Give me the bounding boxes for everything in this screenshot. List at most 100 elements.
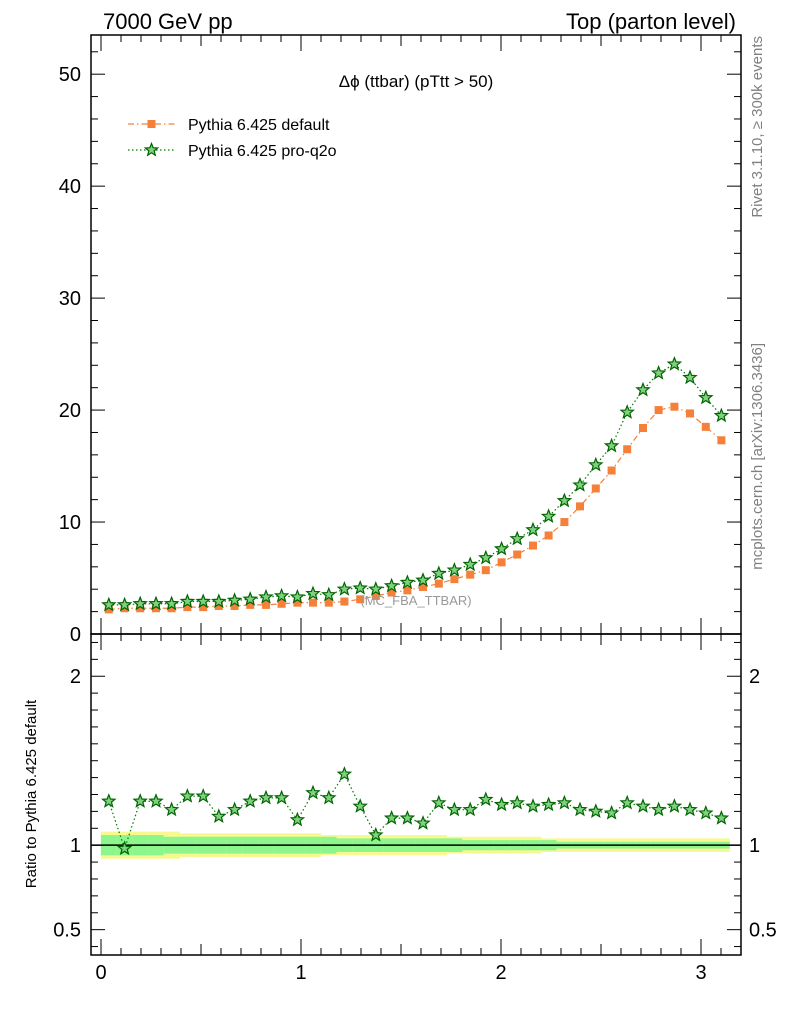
header-right: Top (parton level) [566,9,736,34]
y-tick-label: 20 [59,400,81,422]
ratio-point-pro-q2o [478,791,494,807]
data-point-default [686,409,694,418]
main-plot-marks [101,356,730,614]
data-point-default [199,603,208,612]
data-point-pro-q2o [666,356,683,371]
data-point-default [356,595,365,604]
data-point-default [544,531,553,540]
y-tick-label: 50 [59,64,81,86]
data-point-default [324,598,333,607]
rivet-label: Rivet 3.1.10, ≥ 300k events [749,36,766,218]
data-point-default [293,598,302,607]
legend: Pythia 6.425 default Pythia 6.425 pro-q2… [128,117,337,160]
legend-label-default: Pythia 6.425 default [188,117,330,134]
legend-marker-default [147,120,156,128]
data-point-pro-q2o [352,579,368,595]
legend-entry-default: Pythia 6.425 default [128,117,330,134]
ratio-point-pro-q2o [211,808,227,824]
ratio-point-pro-q2o [148,793,164,808]
data-point-pro-q2o [572,476,588,492]
data-point-pro-q2o [525,521,541,537]
ratio-point-pro-q2o [368,826,384,842]
data-point-default [152,604,160,613]
data-point-default [262,600,270,609]
data-point-pro-q2o [556,492,573,508]
data-point-pro-q2o [148,595,164,611]
data-point-pro-q2o [273,587,290,603]
ratio-line-pro-q2o [108,773,722,851]
data-point-pro-q2o [132,595,148,611]
ratio-point-pro-q2o [242,793,258,808]
ratio-point-pro-q2o [226,801,243,817]
data-point-pro-q2o [211,593,227,609]
ratio-point-pro-q2o [713,809,730,825]
ratio-point-pro-q2o [383,809,400,825]
data-point-default [403,586,412,595]
data-point-default [340,597,349,606]
ratio-point-pro-q2o [666,798,683,813]
x-tick-label: 1 [295,962,306,984]
series-line-pro-q2o [108,363,722,606]
ratio-point-pro-q2o [446,801,463,817]
data-point-default [717,436,726,445]
ratio-point-pro-q2o [509,794,525,810]
ratio-point-pro-q2o [258,789,274,805]
data-point-pro-q2o [179,593,196,609]
data-point-default [576,502,584,511]
data-point-pro-q2o [116,596,133,612]
data-point-default [654,406,663,415]
data-point-default [670,402,679,411]
data-point-default [513,550,522,559]
main-x-ticks [100,35,742,634]
ratio-point-pro-q2o [415,815,431,830]
data-point-default [560,518,569,527]
y-tick-label: 30 [59,288,81,310]
data-point-default [497,558,506,567]
data-point-pro-q2o [446,562,463,577]
data-point-pro-q2o [258,588,274,604]
data-point-default [214,602,223,611]
data-point-default [466,570,475,579]
ratio-point-pro-q2o [116,840,133,856]
data-point-pro-q2o [289,588,306,604]
data-point-pro-q2o [650,364,667,380]
ratio-point-pro-q2o [540,796,557,812]
ratio-point-pro-q2o [698,804,714,820]
ratio-point-pro-q2o [572,801,588,817]
data-point-pro-q2o [698,389,714,405]
data-point-pro-q2o [478,549,494,565]
ratio-y-tick-label-right: 1 [749,835,760,857]
data-point-default [277,599,286,608]
data-point-default [481,566,490,575]
ratio-point-pro-q2o [101,793,117,808]
mcplots-label: mcplots.cern.ch [arXiv:1306.3436] [749,343,766,570]
ratio-point-pro-q2o [321,789,337,805]
data-point-default [230,602,239,611]
ratio-point-pro-q2o [650,801,667,817]
ratio-point-pro-q2o [556,794,573,810]
ratio-point-pro-q2o [289,811,306,827]
data-point-pro-q2o [226,592,243,608]
header-left: 7000 GeV pp [103,9,233,34]
ratio-point-pro-q2o [399,809,416,825]
data-point-default [419,582,427,591]
data-point-default [450,575,459,584]
ratio-y-tick-label: 2 [70,666,81,688]
ratio-y-tick-label-right: 0.5 [749,920,777,942]
data-point-pro-q2o [101,596,117,612]
data-point-pro-q2o [415,572,431,587]
data-point-pro-q2o [635,381,651,397]
data-point-default [529,541,537,550]
plot-title: Δϕ (ttbar) (pTtt > 50) [339,72,494,91]
data-point-pro-q2o [540,508,557,524]
legend-entry-pro-q2o: Pythia 6.425 pro-q2o [128,141,337,160]
ratio-point-pro-q2o [493,796,510,812]
ratio-point-pro-q2o [588,803,604,818]
data-point-pro-q2o [431,565,447,581]
analysis-label: (MC_FBA_TTBAR) [360,593,471,608]
data-point-pro-q2o [321,586,337,602]
ratio-plot-marks [91,766,741,859]
data-point-default [167,604,176,613]
ratio-point-pro-q2o [682,801,698,817]
data-point-default [104,605,113,614]
